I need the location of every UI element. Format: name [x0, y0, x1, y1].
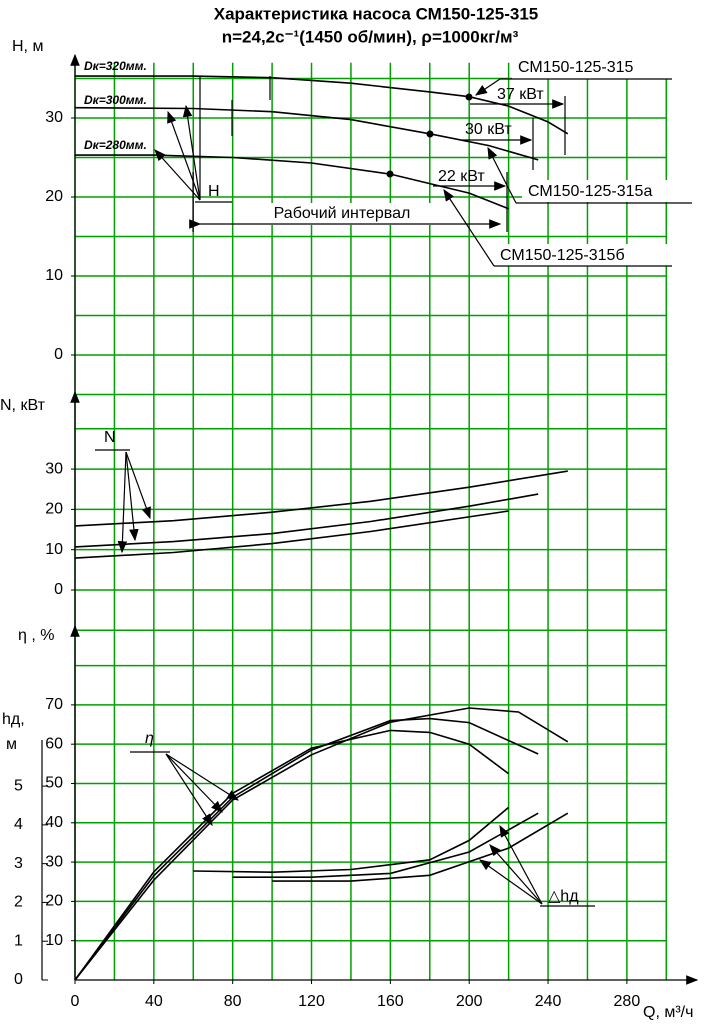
y-tick-label: 20 [45, 188, 63, 205]
h-annotations: Dк=320мм. Dк=300мм. Dк=280мм. H Рабочий … [84, 57, 692, 267]
x-axis-label: Q, м³/ч [643, 1004, 693, 1021]
annotation: Dк=300мм. [84, 93, 147, 107]
chart-title: Характеристика насоса СМ150-125-315 [214, 4, 538, 23]
x-tick-label: 0 [71, 993, 80, 1010]
series-line [74, 707, 569, 981]
y2-tick-label: 2 [14, 894, 23, 911]
y2-axis-label: hд, [2, 711, 25, 728]
y-tick-label: 20 [45, 501, 63, 518]
series-line [74, 470, 568, 527]
series-line [193, 806, 510, 874]
y-tick-label: 10 [45, 932, 63, 949]
y-axis-label: η , % [18, 627, 54, 644]
annotation: Dк=280мм. [84, 138, 147, 152]
series-line [272, 812, 569, 882]
series-label: СМ150-125-315а [528, 183, 652, 200]
annotation: Dк=320мм. [84, 59, 147, 73]
series-label: СМ150-125-315б [500, 247, 625, 264]
annotation: H [208, 183, 220, 200]
y-tick-label: 0 [54, 581, 63, 598]
y2-tick-label: 3 [14, 855, 23, 872]
y-tick-label: 60 [45, 735, 63, 752]
y-tick-label: 50 [45, 775, 63, 792]
y-tick-label: 40 [45, 814, 63, 831]
series-line [74, 106, 539, 161]
y-tick-label: 20 [45, 893, 63, 910]
annotation: 37 кВт [497, 86, 544, 103]
y-tick-label: 30 [45, 853, 63, 870]
annotation: △hд [548, 888, 579, 905]
chart-subtitle: n=24,2с⁻¹(1450 об/мин), ρ=1000кг/м³ [222, 27, 519, 46]
annotation: 30 кВт [465, 121, 512, 138]
annotation: N [104, 429, 116, 446]
y-tick-label: 0 [54, 346, 63, 363]
y-axis-label: N, кВт [0, 397, 46, 414]
y-tick-label: 30 [45, 109, 63, 126]
annotation: Рабочий интервал [274, 205, 411, 222]
x-tick-label: 160 [377, 993, 404, 1010]
y2-tick-label: 1 [14, 932, 23, 949]
x-tick-label: 200 [456, 993, 483, 1010]
series-line [74, 729, 510, 981]
x-tick-label: 80 [224, 993, 242, 1010]
y-tick-label: 70 [45, 696, 63, 713]
grid [74, 62, 668, 980]
x-tick-label: 240 [535, 993, 562, 1010]
y-tick-label: 10 [45, 541, 63, 558]
series-line [75, 75, 569, 135]
y-tick-label: 30 [45, 460, 63, 477]
y-axis-label: H, м [12, 38, 43, 55]
x-tick-label: 120 [298, 993, 325, 1010]
n-annotations: N [95, 429, 151, 554]
series-line [232, 812, 539, 878]
y2-axis-label: м [6, 736, 17, 753]
y2-tick-label: 5 [14, 777, 23, 794]
series-label: СМ150-125-315 [518, 59, 634, 76]
annotation: 22 кВт [438, 168, 485, 185]
series-line [74, 717, 539, 981]
series-line [74, 493, 539, 548]
x-tick-label: 280 [614, 993, 641, 1010]
series-line [75, 154, 509, 210]
y-tick-label: 10 [45, 267, 63, 284]
series-line [74, 510, 509, 559]
y2-tick-label: 0 [14, 971, 23, 988]
y2-tick-label: 4 [14, 816, 23, 833]
annotation: η [145, 730, 154, 747]
x-tick-label: 40 [145, 993, 163, 1010]
eta-annotations: η △hд [130, 730, 595, 907]
